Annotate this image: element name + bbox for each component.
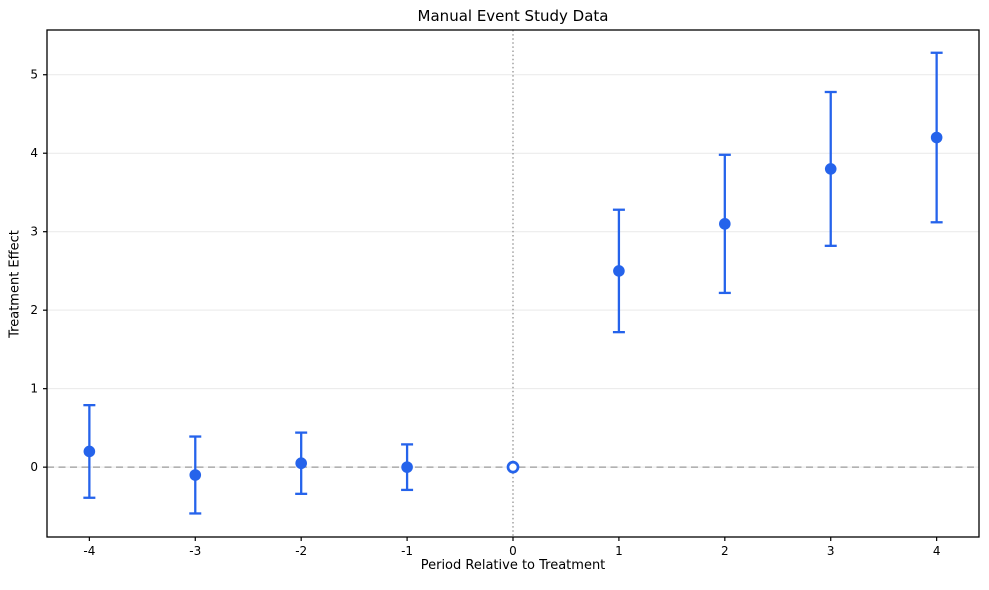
data-point-marker: [824, 163, 837, 175]
x-tick-label: 4: [933, 544, 941, 558]
x-tick-label: 2: [721, 544, 729, 558]
data-point-marker: [401, 461, 413, 473]
y-tick-label: 4: [30, 146, 38, 160]
data-point-marker: [189, 469, 202, 481]
data-point-marker: [930, 131, 943, 144]
x-tick-label: 3: [827, 544, 835, 558]
data-point-marker: [83, 445, 96, 458]
y-tick-label: 3: [30, 225, 38, 239]
data-point-marker: [613, 265, 625, 277]
y-axis-label: Treatment Effect: [7, 230, 23, 338]
x-tick-label: -4: [83, 544, 95, 558]
x-tick-label: 1: [615, 544, 623, 558]
x-tick-label: -2: [295, 544, 307, 558]
data-point-marker: [295, 457, 307, 470]
x-axis-label: Period Relative to Treatment: [420, 558, 606, 573]
reference-point-marker: [506, 460, 520, 474]
y-tick-label: 1: [30, 382, 38, 396]
x-tick-label: -3: [189, 544, 201, 558]
y-tick-label: 0: [30, 460, 38, 474]
x-tick-label: 0: [509, 544, 517, 558]
y-tick-label: 2: [30, 303, 38, 317]
chart-title: Manual Event Study Data: [417, 7, 609, 25]
x-tick-label: -1: [401, 544, 413, 558]
y-tick-label: 5: [30, 68, 38, 82]
data-point-marker: [719, 218, 731, 230]
